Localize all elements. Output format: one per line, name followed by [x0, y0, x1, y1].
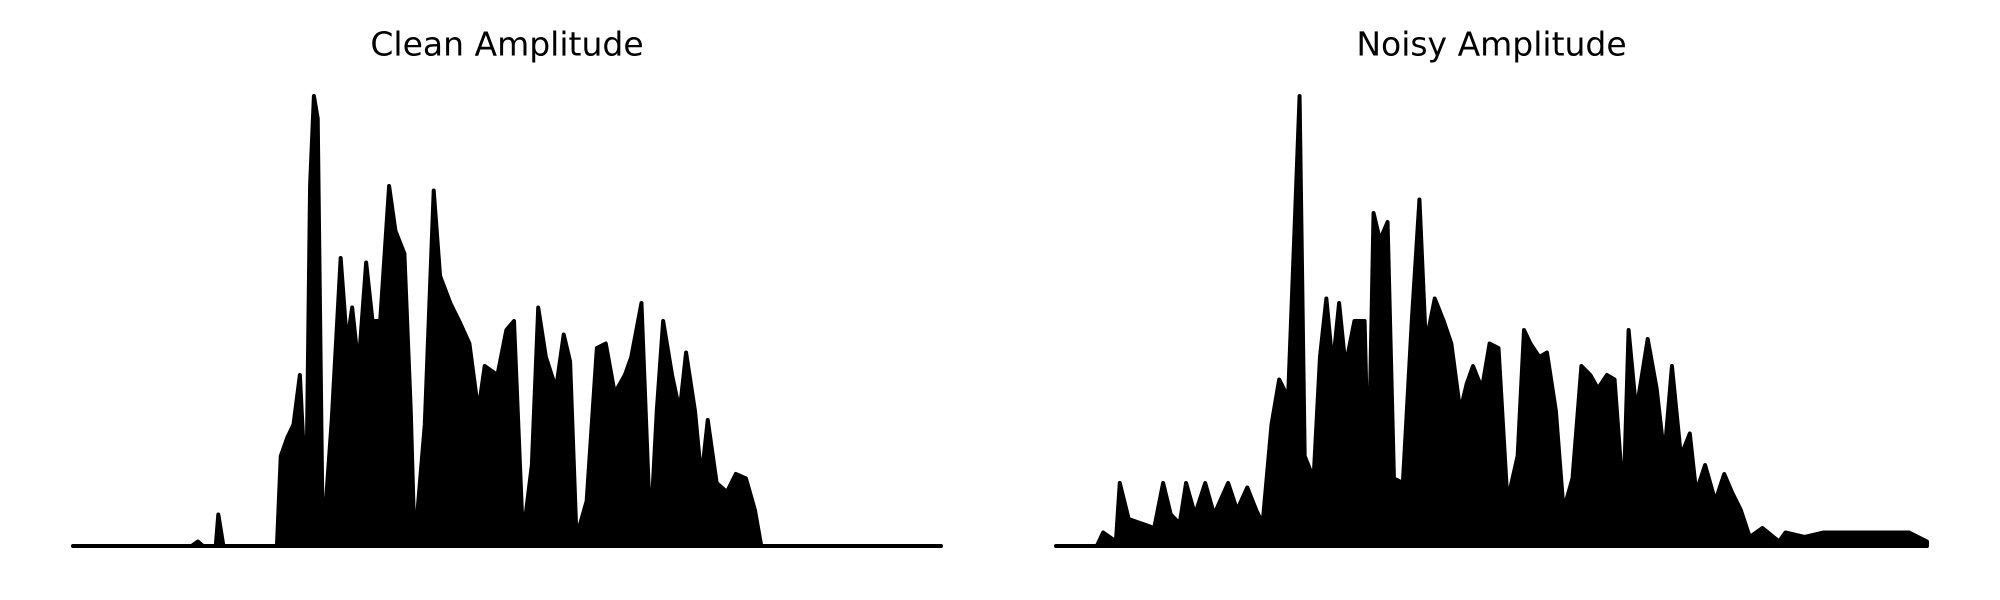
amplitude-area — [1054, 94, 1929, 548]
amplitude-area — [71, 94, 943, 548]
chart-title: Clean Amplitude — [370, 25, 643, 64]
chart-title: Noisy Amplitude — [1356, 25, 1626, 64]
